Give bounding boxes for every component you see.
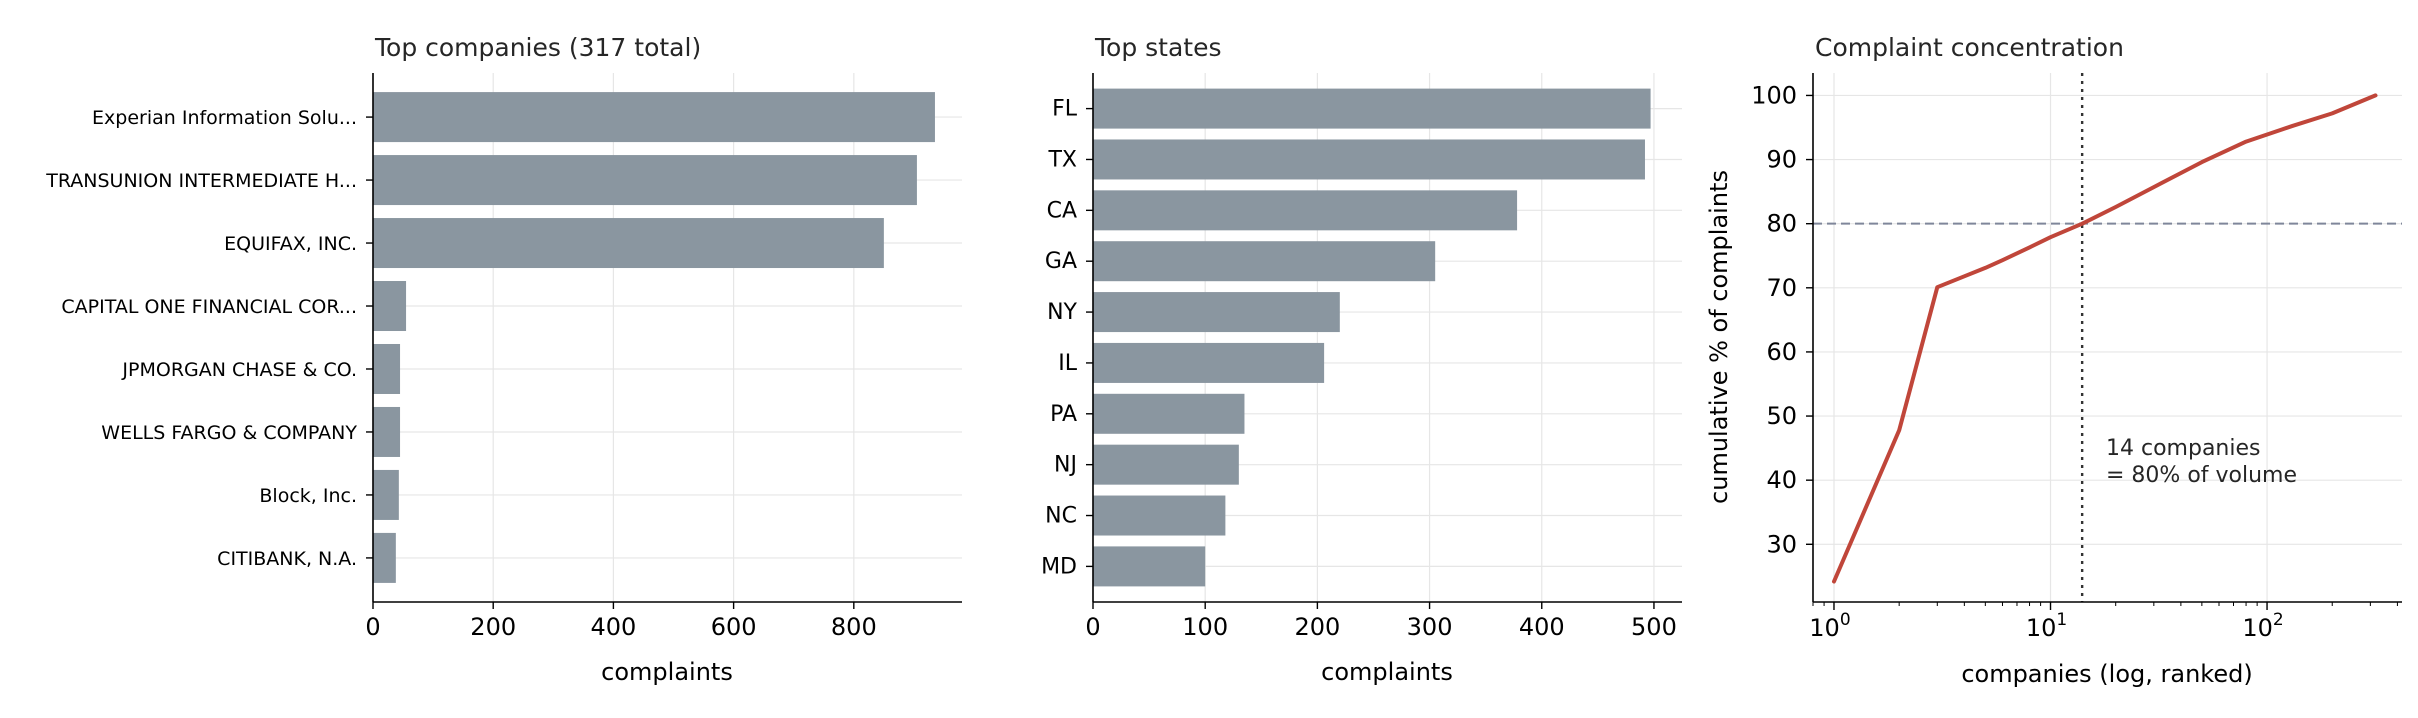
x-tick-label: 400 [591,613,637,641]
x-tick-label: 600 [711,613,757,641]
y-tick-label: 30 [1766,530,1797,558]
bar [373,469,399,520]
x-tick-label: 200 [1294,613,1340,641]
bar [373,532,396,583]
bar [1093,190,1518,231]
grid [372,73,962,602]
bars [1093,88,1651,587]
grid [1813,73,2402,602]
bar [1093,139,1645,180]
x-tick-exponent: 2 [2273,610,2284,630]
x-ticks: 100 101 102 [1809,602,2398,642]
category-label: GA [1045,249,1077,274]
x-tick-base: 10 [2026,614,2057,642]
category-label: CA [1047,198,1077,223]
bar [373,218,884,269]
bar [1093,444,1239,485]
y-tick-label: 100 [1751,81,1797,109]
category-label: CITIBANK, N.A. [217,548,357,570]
panel-top-companies: 0 200 400 600 800 Experian Information Solu.… [45,33,962,686]
bar [1093,88,1651,129]
chart-title: Top states [1094,33,1222,62]
category-label: NJ [1054,453,1077,478]
x-tick-label: 0 [365,613,380,641]
x-tick-label: 0 [1085,613,1100,641]
bar [373,281,407,332]
bar [1093,495,1226,536]
x-tick-exponent: 1 [2056,610,2067,630]
bar [373,92,935,143]
x-tick-base: 10 [1809,614,1840,642]
bar [1093,546,1206,587]
x-tick-label: 100 [1809,610,1850,642]
annotation-line-1: 14 companies [2106,436,2260,461]
category-label: NY [1047,300,1077,325]
cumulative-line [1832,93,2378,584]
y-tick-label: 60 [1766,338,1797,366]
y-tick-label: 80 [1766,210,1797,238]
x-axis-label: companies (log, ranked) [1961,660,2252,688]
x-tick-label: 800 [831,613,877,641]
y-tick-label: 40 [1766,466,1797,494]
category-label: IL [1058,351,1077,376]
y-axis-label: cumulative % of complaints [1705,170,1733,504]
y-ticks: FL TX CA GA NY IL PA NJ NC MD [1041,97,1093,579]
bars [373,92,935,583]
panel-top-states: 0 100 200 300 400 500 FL TX CA GA NY IL PA NJ NC MD To… [1041,33,1682,686]
category-label: TRANSUNION INTERMEDIATE H... [45,170,357,192]
category-label: EQUIFAX, INC. [224,233,357,255]
bar [1093,342,1325,383]
category-label: Experian Information Solu... [92,107,357,129]
bar [1093,393,1245,434]
x-tick-label: 200 [470,613,516,641]
x-tick-label: 101 [2026,610,2067,642]
y-tick-label: 50 [1766,402,1797,430]
y-tick-label: 70 [1766,274,1797,302]
x-tick-label: 400 [1519,613,1565,641]
category-label: TX [1047,147,1077,172]
y-ticks: Experian Information Solu... TRANSUNION I… [45,107,373,570]
y-tick-label: 90 [1766,146,1797,174]
bar [373,155,917,206]
category-label: FL [1052,97,1078,122]
x-tick-exponent: 0 [1840,610,1851,630]
chart-title: Top companies (317 total) [374,33,701,62]
x-tick-base: 10 [2242,614,2273,642]
category-label: MD [1041,554,1077,579]
x-tick-label: 500 [1631,613,1677,641]
x-tick-label: 300 [1407,613,1453,641]
x-axis-label: complaints [1321,658,1453,686]
x-ticks: 0 200 400 600 800 [365,602,877,641]
y-ticks: 30 40 50 60 70 80 90 100 [1751,81,1813,558]
bar [1093,241,1436,282]
reference-lines [1813,73,2402,602]
x-ticks: 0 100 200 300 400 500 [1085,602,1677,641]
annotation-line-2: = 80% of volume [2106,463,2297,488]
category-label: WELLS FARGO & COMPANY [101,422,357,444]
x-tick-label: 100 [1182,613,1228,641]
category-label: PA [1050,402,1077,427]
x-axis-label: complaints [601,658,733,686]
category-label: NC [1045,504,1077,529]
annotation: 14 companies = 80% of volume [2106,436,2297,488]
category-label: JPMORGAN CHASE & CO. [121,359,357,381]
bar [373,406,401,457]
chart-title: Complaint concentration [1815,33,2124,62]
x-tick-label: 102 [2242,610,2283,642]
category-label: CAPITAL ONE FINANCIAL COR... [61,296,357,318]
category-label: Block, Inc. [259,485,357,507]
bar [373,343,401,394]
bar [1093,292,1340,333]
